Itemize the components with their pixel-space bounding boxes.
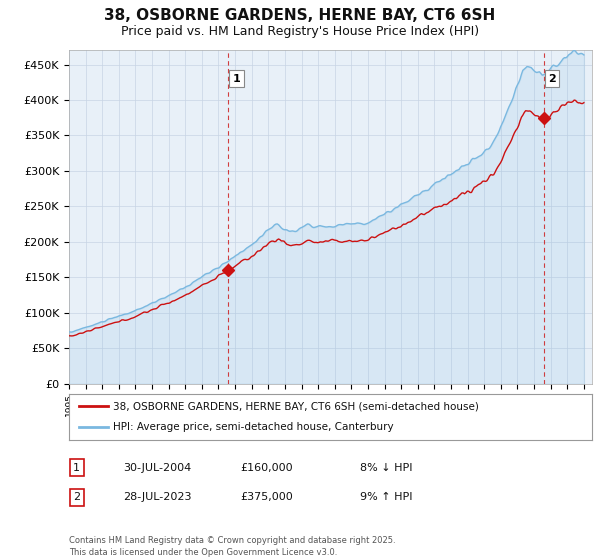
Text: 38, OSBORNE GARDENS, HERNE BAY, CT6 6SH: 38, OSBORNE GARDENS, HERNE BAY, CT6 6SH [104, 8, 496, 24]
Text: 9% ↑ HPI: 9% ↑ HPI [360, 492, 413, 502]
Text: 2: 2 [548, 74, 556, 84]
Text: Contains HM Land Registry data © Crown copyright and database right 2025.
This d: Contains HM Land Registry data © Crown c… [69, 536, 395, 557]
Text: 1: 1 [233, 74, 240, 84]
Text: £160,000: £160,000 [240, 463, 293, 473]
Text: 1: 1 [73, 463, 80, 473]
Text: 30-JUL-2004: 30-JUL-2004 [123, 463, 191, 473]
Text: 38, OSBORNE GARDENS, HERNE BAY, CT6 6SH (semi-detached house): 38, OSBORNE GARDENS, HERNE BAY, CT6 6SH … [113, 401, 479, 411]
Text: 28-JUL-2023: 28-JUL-2023 [123, 492, 191, 502]
Text: 2: 2 [73, 492, 80, 502]
Text: 8% ↓ HPI: 8% ↓ HPI [360, 463, 413, 473]
Text: Price paid vs. HM Land Registry's House Price Index (HPI): Price paid vs. HM Land Registry's House … [121, 25, 479, 38]
Text: HPI: Average price, semi-detached house, Canterbury: HPI: Average price, semi-detached house,… [113, 422, 394, 432]
Text: £375,000: £375,000 [240, 492, 293, 502]
